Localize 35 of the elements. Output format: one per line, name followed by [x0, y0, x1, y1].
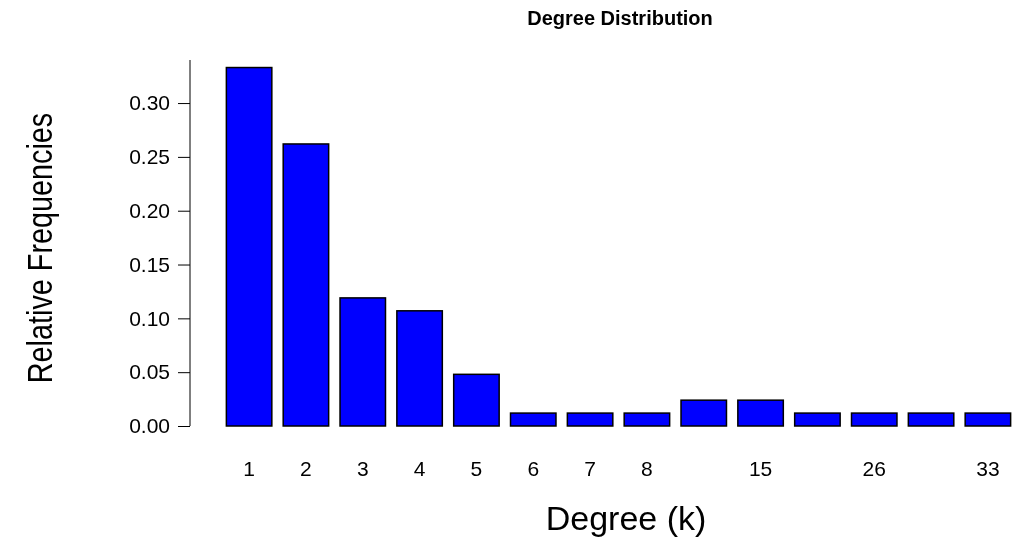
- bar: [680, 399, 728, 427]
- bar: [509, 412, 557, 427]
- x-tick-label: 8: [641, 457, 653, 480]
- bar: [566, 412, 614, 427]
- y-tick-label: 0.00: [129, 414, 170, 438]
- x-tick-label: 33: [976, 457, 1000, 480]
- y-tick-label: 0.05: [129, 360, 170, 384]
- bar: [964, 412, 1012, 427]
- x-tick-label: 1: [243, 457, 255, 480]
- x-tick-label: 3: [356, 457, 369, 480]
- y-tick-label: 0.30: [129, 91, 170, 115]
- x-tick-label: 6: [527, 457, 540, 480]
- y-tick-label: 0.15: [129, 252, 170, 276]
- bar: [225, 66, 273, 427]
- bar: [396, 310, 444, 427]
- x-tick-label: 26: [862, 457, 886, 480]
- bar: [623, 412, 671, 427]
- bar: [850, 412, 898, 427]
- x-tick-label: 4: [413, 457, 426, 480]
- x-tick-label: 7: [584, 457, 596, 480]
- y-tick-label: 0.20: [129, 198, 170, 222]
- x-tick-label: 2: [300, 457, 312, 480]
- bar: [452, 373, 500, 427]
- x-axis-title: Degree (k): [545, 499, 707, 537]
- y-tick-label: 0.25: [129, 145, 170, 169]
- bar: [282, 143, 330, 427]
- bar: [339, 297, 387, 427]
- x-tick-label: 5: [470, 457, 483, 480]
- chart-title: Degree Distribution: [527, 7, 713, 29]
- y-tick-label: 0.10: [129, 306, 170, 330]
- y-axis-title: Relative Frequencies: [18, 112, 60, 384]
- bar: [737, 399, 785, 427]
- bar: [907, 412, 955, 427]
- bar: [793, 412, 841, 427]
- x-tick-label: 15: [748, 457, 773, 480]
